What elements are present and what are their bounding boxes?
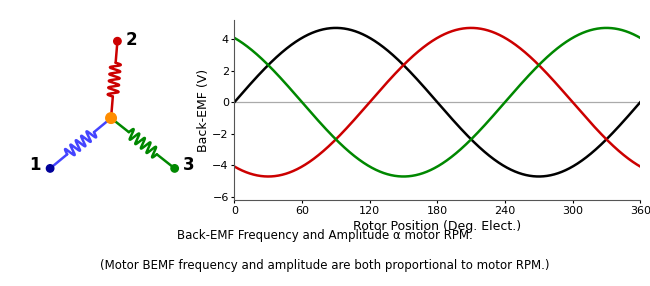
Circle shape (114, 37, 121, 45)
Circle shape (171, 165, 178, 172)
Y-axis label: Back-EMF (V): Back-EMF (V) (196, 69, 209, 152)
X-axis label: Rotor Position (Deg. Elect.): Rotor Position (Deg. Elect.) (353, 220, 521, 233)
Text: 1: 1 (29, 156, 41, 174)
Text: 3: 3 (183, 156, 194, 174)
Circle shape (46, 165, 54, 172)
Circle shape (106, 113, 116, 123)
Text: (Motor BEMF frequency and amplitude are both proportional to motor RPM.): (Motor BEMF frequency and amplitude are … (100, 259, 550, 273)
Text: 2: 2 (125, 31, 137, 49)
Text: Back-EMF Frequency and Amplitude α motor RPM.: Back-EMF Frequency and Amplitude α motor… (177, 229, 473, 243)
